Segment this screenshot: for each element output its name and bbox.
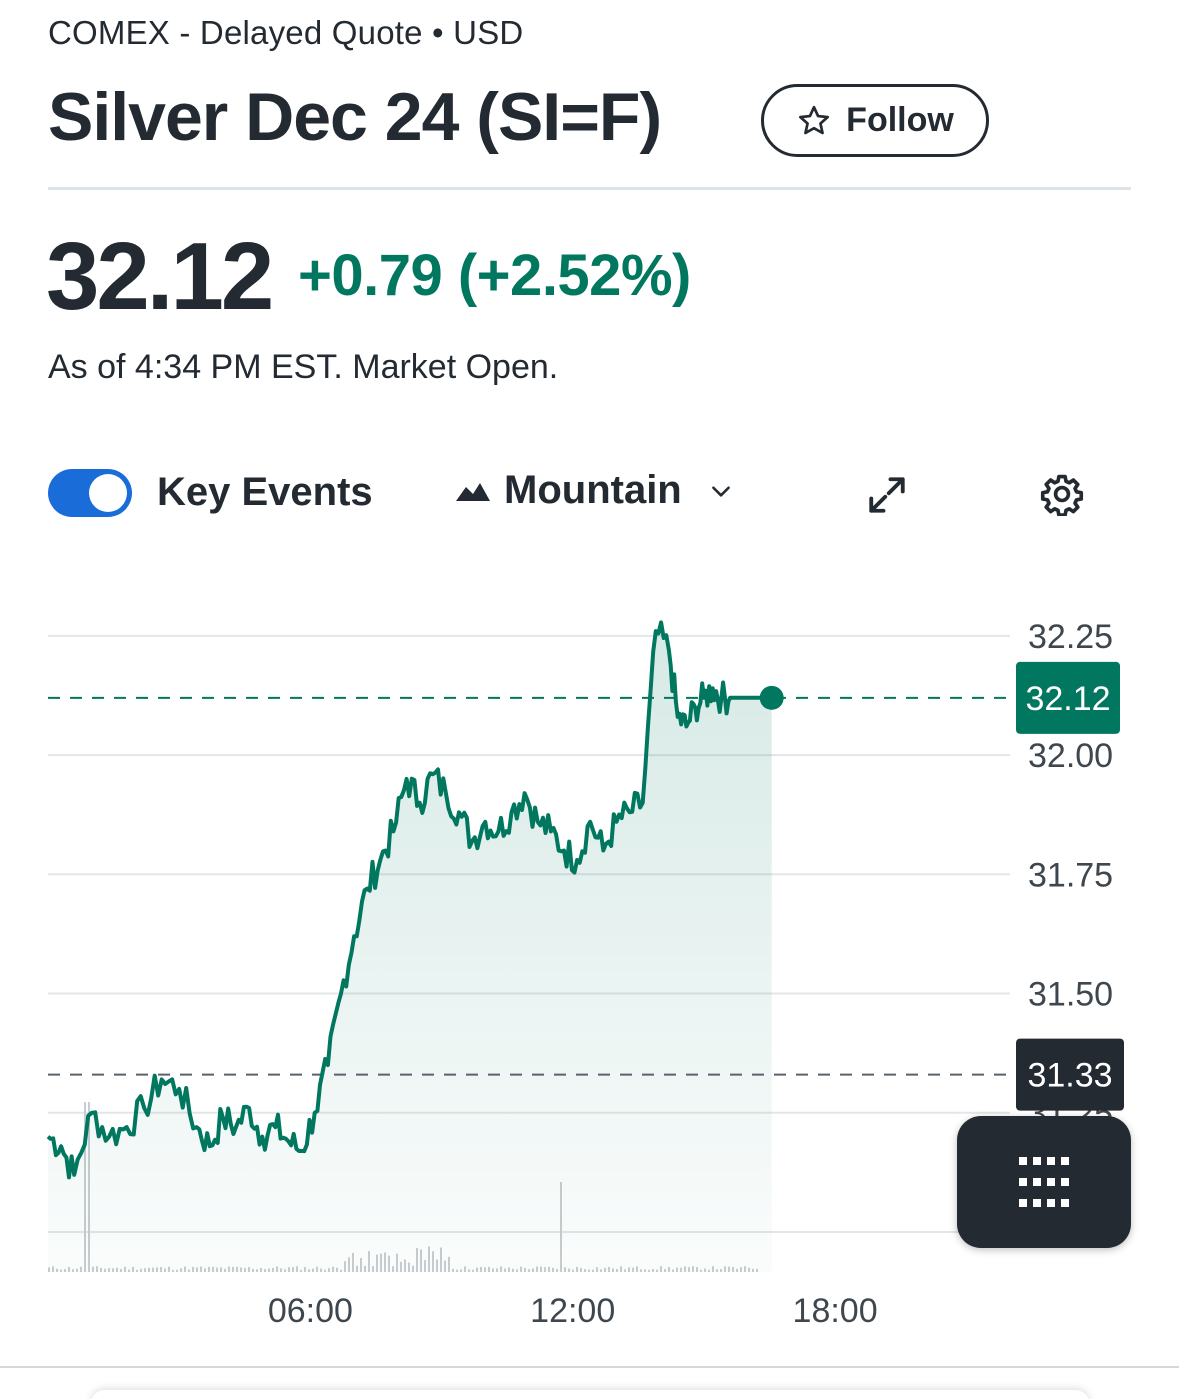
y-tick-label: 31.50 <box>1028 976 1113 1014</box>
previous-close-tag-label: 31.33 <box>1027 1057 1112 1095</box>
header-divider <box>48 187 1131 190</box>
follow-label: Follow <box>846 101 954 139</box>
page-title: Silver Dec 24 (SI=F) <box>48 79 662 155</box>
gear-icon[interactable] <box>1040 472 1084 516</box>
y-tick-label: 32.00 <box>1028 737 1113 775</box>
exchange-line: COMEX - Delayed Quote • USD <box>48 14 524 51</box>
x-tick-label: 12:00 <box>530 1292 615 1330</box>
bottom-divider <box>0 1366 1179 1368</box>
follow-button[interactable]: Follow <box>761 84 989 157</box>
current-price: 32.12 <box>46 223 274 330</box>
x-tick-label: 18:00 <box>793 1292 878 1330</box>
grid-menu-button[interactable] <box>957 1116 1131 1248</box>
y-tick-label: 31.75 <box>1028 856 1113 894</box>
price-change: +0.79 (+2.52%) <box>298 243 691 308</box>
current-price-tag: 32.12 <box>1016 661 1120 734</box>
last-price-dot <box>759 685 784 710</box>
previous-close-tag: 31.33 <box>1016 1038 1124 1111</box>
star-icon <box>799 105 830 134</box>
grid-dots-icon <box>1019 1157 1069 1207</box>
current-price-tag-label: 32.12 <box>1025 680 1110 718</box>
expand-icon[interactable] <box>866 474 908 516</box>
mountain-icon <box>456 482 490 501</box>
toggle-knob <box>89 474 127 512</box>
as-of-timestamp: As of 4:34 PM EST. Market Open. <box>48 348 559 386</box>
bottom-sheet-handle <box>90 1390 1090 1399</box>
price-line <box>46 620 773 1180</box>
price-area-fill <box>48 622 772 1272</box>
chart-type-label: Mountain <box>504 468 682 512</box>
chart-type-dropdown[interactable]: Mountain <box>454 468 734 513</box>
key-events-label: Key Events <box>157 470 373 514</box>
x-tick-label: 06:00 <box>268 1292 353 1330</box>
y-tick-label: 32.25 <box>1028 618 1113 656</box>
chevron-down-icon <box>711 485 730 497</box>
key-events-toggle[interactable] <box>48 469 132 517</box>
